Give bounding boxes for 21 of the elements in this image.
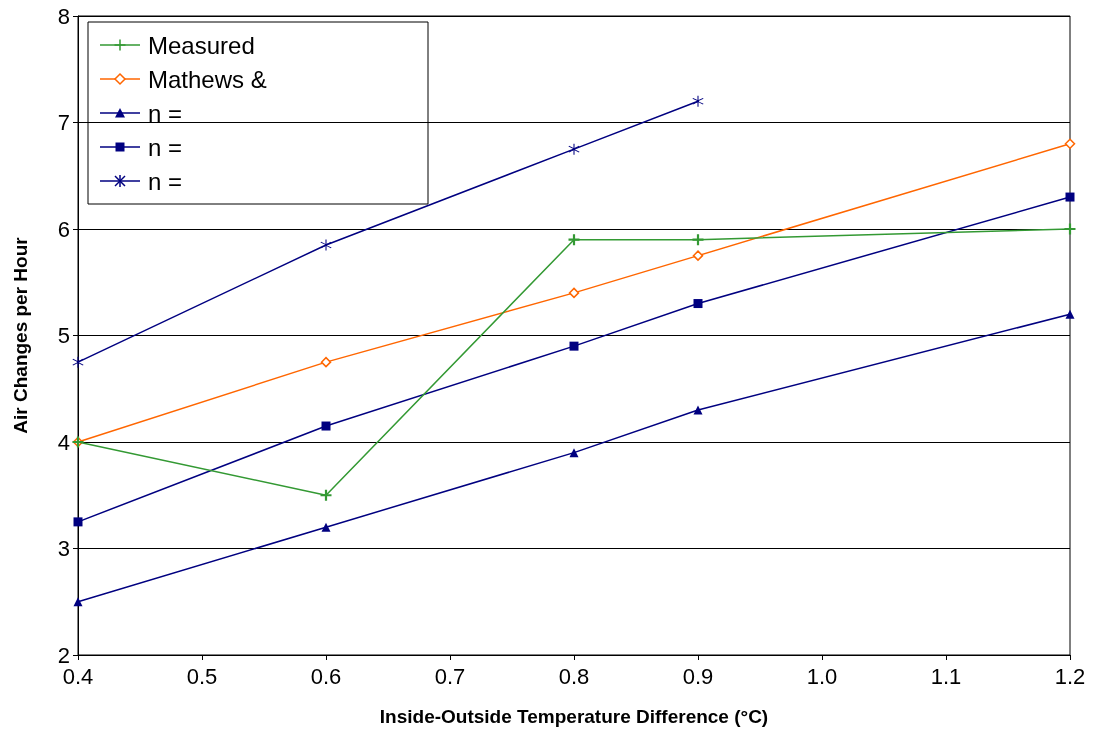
x-tick-label: 1.0 bbox=[806, 663, 838, 689]
legend-label: Measured bbox=[148, 31, 255, 59]
y-tick-label: 3 bbox=[57, 536, 70, 561]
y-tick-label: 4 bbox=[57, 429, 70, 455]
legend-label: Mathews & bbox=[148, 65, 267, 93]
legend-label: n = bbox=[148, 133, 183, 161]
legend-label: n = bbox=[148, 99, 183, 127]
y-tick-label: 6 bbox=[57, 216, 70, 242]
legend-label: n = bbox=[148, 167, 183, 195]
x-axis-title: Inside-Outside Temperature Difference (°C) bbox=[379, 706, 769, 727]
x-tick-label: 1.1 bbox=[930, 663, 962, 689]
x-tick-label: 0.9 bbox=[682, 663, 714, 689]
y-tick-label: 5 bbox=[57, 323, 70, 348]
y-tick-label: 7 bbox=[57, 110, 70, 135]
x-tick-label: 0.7 bbox=[434, 663, 466, 689]
x-tick-label: 0.8 bbox=[558, 663, 590, 689]
y-tick-label: 8 bbox=[57, 3, 70, 29]
x-tick-label: 0.5 bbox=[186, 663, 218, 689]
x-tick-label: 1.2 bbox=[1054, 663, 1086, 689]
x-tick-label: 0.6 bbox=[310, 663, 342, 689]
y-axis-title: Air Changes per Hour bbox=[10, 236, 31, 434]
